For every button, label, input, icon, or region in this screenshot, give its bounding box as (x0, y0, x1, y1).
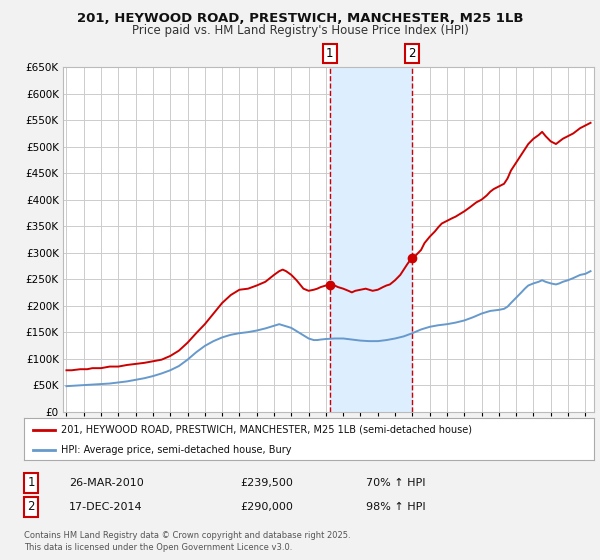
Text: 201, HEYWOOD ROAD, PRESTWICH, MANCHESTER, M25 1LB: 201, HEYWOOD ROAD, PRESTWICH, MANCHESTER… (77, 12, 523, 25)
Text: 98% ↑ HPI: 98% ↑ HPI (366, 502, 425, 512)
Text: 2: 2 (28, 500, 35, 514)
Text: 1: 1 (326, 47, 334, 60)
Bar (330, 67, 412, 412)
Text: £239,500: £239,500 (240, 478, 293, 488)
Text: 26-MAR-2010: 26-MAR-2010 (69, 478, 144, 488)
Text: 17-DEC-2014: 17-DEC-2014 (69, 502, 143, 512)
Text: HPI: Average price, semi-detached house, Bury: HPI: Average price, semi-detached house,… (61, 445, 292, 455)
Text: 1: 1 (28, 476, 35, 489)
Text: 70% ↑ HPI: 70% ↑ HPI (366, 478, 425, 488)
Text: 201, HEYWOOD ROAD, PRESTWICH, MANCHESTER, M25 1LB (semi-detached house): 201, HEYWOOD ROAD, PRESTWICH, MANCHESTER… (61, 424, 472, 435)
Text: Contains HM Land Registry data © Crown copyright and database right 2025.
This d: Contains HM Land Registry data © Crown c… (24, 531, 350, 552)
Text: 2: 2 (408, 47, 415, 60)
Text: £290,000: £290,000 (240, 502, 293, 512)
Text: Price paid vs. HM Land Registry's House Price Index (HPI): Price paid vs. HM Land Registry's House … (131, 24, 469, 37)
